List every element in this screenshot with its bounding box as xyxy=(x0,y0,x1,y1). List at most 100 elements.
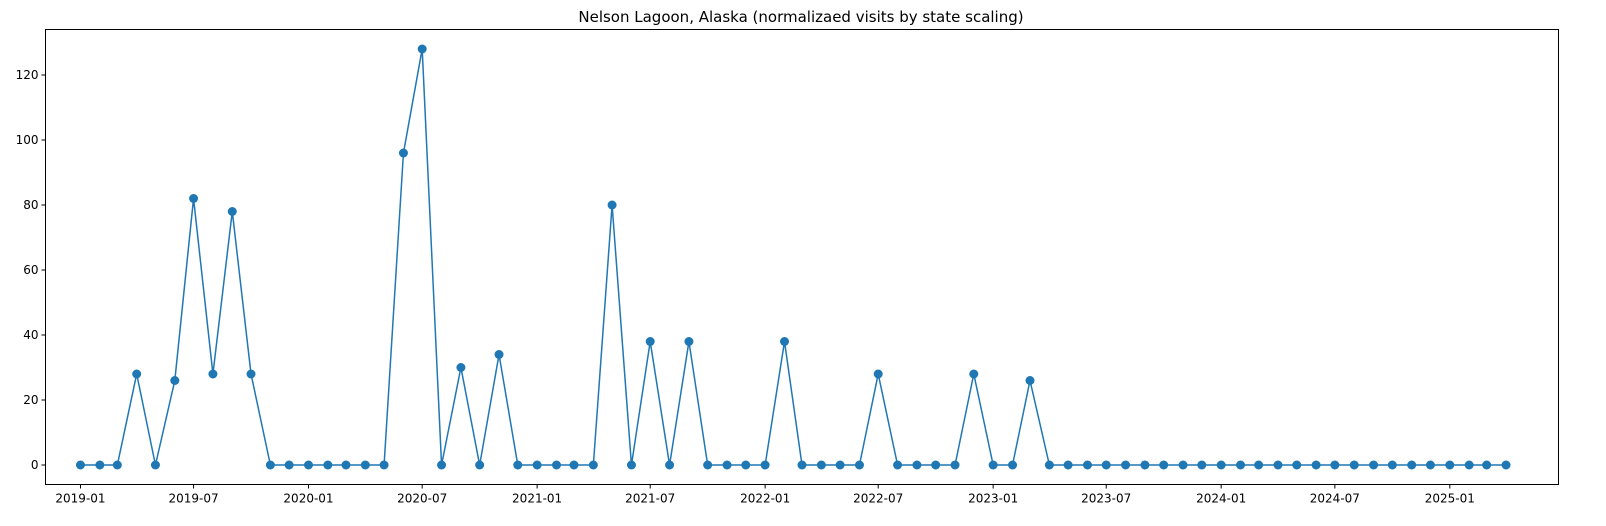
y-axis: 0 20 40 60 80 100 120 xyxy=(16,68,46,472)
data-point xyxy=(170,376,180,385)
data-point xyxy=(835,460,845,470)
data-point xyxy=(912,460,922,470)
x-axis: 2019-01 2019-07 2020-01 2020-07 2021-01 2021-… xyxy=(55,484,1475,506)
y-tick-label: 120 xyxy=(16,68,39,82)
data-point xyxy=(1349,460,1359,470)
data-point xyxy=(227,207,237,216)
data-point xyxy=(1387,460,1397,470)
data-point xyxy=(1101,460,1111,470)
data-point xyxy=(760,460,770,470)
data-point xyxy=(684,337,694,346)
data-point xyxy=(1445,460,1455,470)
x-tick-label: 2023-01 xyxy=(968,492,1018,506)
data-point xyxy=(1464,460,1474,470)
data-point xyxy=(150,460,160,470)
data-point xyxy=(513,460,523,470)
data-point xyxy=(1425,460,1435,470)
data-point xyxy=(1330,460,1340,470)
data-point xyxy=(816,460,826,470)
y-tick-label: 60 xyxy=(23,263,38,277)
y-tick-label: 80 xyxy=(23,198,38,212)
data-point xyxy=(208,369,218,379)
data-point xyxy=(1407,460,1417,470)
data-point xyxy=(1254,460,1264,470)
data-point xyxy=(265,460,275,470)
data-point xyxy=(1369,460,1379,470)
data-point xyxy=(552,460,561,470)
axes-frame xyxy=(45,29,1559,485)
y-tick-label: 0 xyxy=(31,458,39,472)
data-point xyxy=(741,460,751,470)
x-tick-label: 2024-01 xyxy=(1196,492,1246,506)
data-point xyxy=(494,350,504,359)
data-point xyxy=(1140,460,1150,470)
data-point xyxy=(1121,460,1131,470)
data-point xyxy=(1273,460,1283,470)
x-tick-label: 2021-01 xyxy=(512,492,562,506)
data-point xyxy=(969,369,979,379)
data-point xyxy=(1044,460,1054,470)
x-tick-label: 2021-07 xyxy=(625,492,675,506)
y-tick-label: 100 xyxy=(16,133,39,147)
data-point xyxy=(950,460,960,470)
x-tick-label: 2022-07 xyxy=(853,492,903,506)
data-point xyxy=(1236,460,1246,470)
data-point xyxy=(112,460,122,470)
data-point xyxy=(780,337,790,346)
data-point xyxy=(532,460,542,470)
data-point xyxy=(645,337,655,346)
data-point xyxy=(797,460,807,470)
x-tick-label: 2024-07 xyxy=(1310,492,1360,506)
data-point xyxy=(588,460,598,470)
series-line xyxy=(80,48,1507,466)
x-tick-label: 2025-01 xyxy=(1425,492,1475,506)
data-point xyxy=(703,460,713,470)
chart-title: Nelson Lagoon, Alaska (normalizaed visit… xyxy=(578,8,1023,26)
data-point xyxy=(323,460,333,470)
y-tick-label: 20 xyxy=(23,393,38,407)
data-point xyxy=(1082,460,1092,470)
data-point xyxy=(379,460,389,470)
data-point xyxy=(931,460,941,470)
data-point xyxy=(1197,460,1207,470)
x-tick-label: 2023-07 xyxy=(1081,492,1131,506)
data-point xyxy=(132,369,142,379)
data-point xyxy=(456,363,466,372)
data-point xyxy=(873,369,883,379)
data-point xyxy=(626,460,636,470)
x-tick-label: 2019-07 xyxy=(168,492,218,506)
x-tick-label: 2022-01 xyxy=(740,492,790,506)
data-point xyxy=(1025,376,1035,385)
data-point xyxy=(95,460,105,470)
data-point xyxy=(1311,460,1321,470)
data-point xyxy=(569,460,579,470)
data-point xyxy=(893,460,903,470)
data-point xyxy=(417,44,427,54)
data-point xyxy=(1008,460,1018,470)
x-tick-label: 2020-01 xyxy=(283,492,333,506)
x-tick-label: 2019-01 xyxy=(55,492,105,506)
data-point xyxy=(437,460,447,470)
y-tick-label: 40 xyxy=(23,328,38,342)
data-point xyxy=(607,200,617,210)
data-point xyxy=(1501,460,1511,470)
data-point xyxy=(475,460,485,470)
data-point xyxy=(360,460,370,470)
data-point xyxy=(1159,460,1169,470)
data-point xyxy=(75,460,85,470)
data-point xyxy=(665,460,675,470)
data-point xyxy=(341,460,351,470)
data-point xyxy=(398,148,408,158)
data-point xyxy=(722,460,732,470)
data-point xyxy=(246,369,256,379)
data-point xyxy=(1482,460,1492,470)
data-point xyxy=(1178,460,1188,470)
data-point xyxy=(1216,460,1226,470)
data-point xyxy=(284,460,294,470)
data-point xyxy=(189,194,199,203)
data-point xyxy=(303,460,313,470)
data-point xyxy=(1292,460,1302,470)
x-tick-label: 2020-07 xyxy=(397,492,447,506)
